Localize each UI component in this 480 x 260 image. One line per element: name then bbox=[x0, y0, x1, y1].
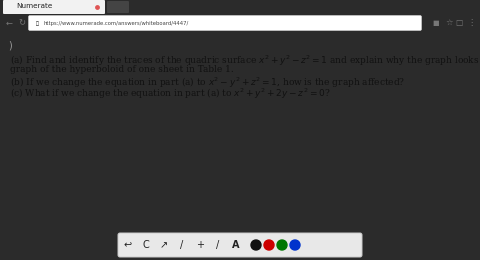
Text: (a) Find and identify the traces of the quadric surface $x^2 + y^2 - z^2 = 1$ an: (a) Find and identify the traces of the … bbox=[10, 54, 480, 68]
Circle shape bbox=[251, 240, 261, 250]
Text: C: C bbox=[143, 240, 149, 250]
Circle shape bbox=[290, 240, 300, 250]
Text: Numerate: Numerate bbox=[16, 3, 52, 10]
FancyBboxPatch shape bbox=[107, 1, 129, 13]
Text: ⋮: ⋮ bbox=[467, 18, 475, 28]
Text: /: / bbox=[216, 240, 220, 250]
Text: ↻: ↻ bbox=[18, 18, 25, 28]
Text: (b) If we change the equation in part (a) to $x^2 - y^2 + z^2 = 1$, how is the g: (b) If we change the equation in part (a… bbox=[10, 76, 405, 90]
Circle shape bbox=[264, 240, 274, 250]
Text: /: / bbox=[180, 240, 184, 250]
FancyBboxPatch shape bbox=[118, 233, 362, 257]
Text: 🔒: 🔒 bbox=[36, 21, 39, 25]
Text: ☆: ☆ bbox=[445, 18, 453, 28]
Text: □: □ bbox=[455, 18, 462, 28]
Text: ↩: ↩ bbox=[124, 240, 132, 250]
Text: (c) What if we change the equation in part (a) to $x^2 + y^2 + 2y - z^2 = 0$?: (c) What if we change the equation in pa… bbox=[10, 87, 330, 101]
Text: https://www.numerade.com/answers/whiteboard/4447/: https://www.numerade.com/answers/whitebo… bbox=[44, 21, 189, 25]
Text: graph of the hyperboloid of one sheet in Table 1.: graph of the hyperboloid of one sheet in… bbox=[10, 65, 234, 74]
Text: ■: ■ bbox=[432, 20, 439, 26]
FancyBboxPatch shape bbox=[28, 16, 421, 30]
Text: ): ) bbox=[8, 40, 12, 50]
Text: ←: ← bbox=[6, 18, 13, 28]
FancyBboxPatch shape bbox=[3, 0, 105, 14]
Text: ↗: ↗ bbox=[160, 240, 168, 250]
Text: A: A bbox=[232, 240, 240, 250]
Text: +: + bbox=[196, 240, 204, 250]
Circle shape bbox=[277, 240, 287, 250]
